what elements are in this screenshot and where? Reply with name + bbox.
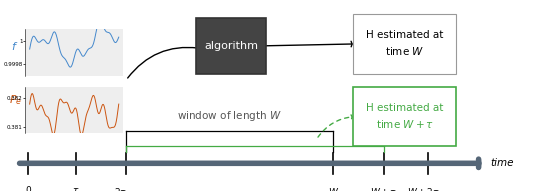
FancyBboxPatch shape	[196, 18, 266, 74]
Text: $f$: $f$	[11, 40, 19, 52]
Text: $W+\tau$: $W+\tau$	[370, 186, 397, 191]
Text: 0: 0	[25, 186, 31, 191]
Text: window of length $W$: window of length $W$	[177, 109, 282, 123]
Text: $\tau$: $\tau$	[72, 186, 80, 191]
Text: $P_e$: $P_e$	[8, 93, 22, 107]
Text: algorithm: algorithm	[204, 41, 258, 51]
FancyBboxPatch shape	[353, 14, 456, 74]
Text: $W+2\tau$ ...: $W+2\tau$ ...	[407, 186, 450, 191]
Text: $W$: $W$	[328, 186, 339, 191]
Text: $2\tau$ ...: $2\tau$ ...	[114, 186, 138, 191]
Text: H estimated at
time $W$: H estimated at time $W$	[366, 30, 444, 57]
Text: time: time	[490, 158, 514, 168]
FancyBboxPatch shape	[353, 87, 456, 146]
Text: H estimated at
time $W + \tau$: H estimated at time $W + \tau$	[366, 103, 444, 130]
